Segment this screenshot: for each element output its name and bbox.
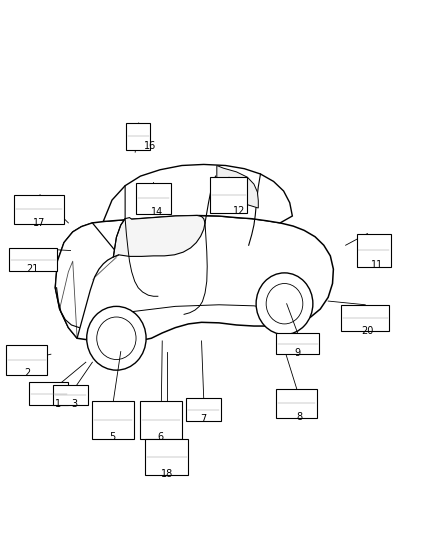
Ellipse shape: [256, 273, 313, 335]
FancyBboxPatch shape: [276, 389, 317, 418]
FancyBboxPatch shape: [127, 123, 150, 150]
Text: 2: 2: [24, 368, 30, 378]
FancyBboxPatch shape: [92, 401, 134, 439]
FancyBboxPatch shape: [276, 333, 319, 354]
Text: 1: 1: [55, 399, 61, 409]
Text: 18: 18: [160, 469, 173, 479]
Polygon shape: [55, 215, 333, 342]
FancyBboxPatch shape: [10, 248, 57, 271]
FancyBboxPatch shape: [210, 177, 247, 213]
Text: 5: 5: [109, 432, 115, 442]
Text: 9: 9: [294, 348, 300, 358]
Text: 14: 14: [151, 207, 163, 217]
Text: 11: 11: [371, 260, 383, 270]
FancyBboxPatch shape: [14, 195, 64, 224]
FancyBboxPatch shape: [6, 345, 47, 375]
Text: 7: 7: [201, 414, 207, 424]
Text: 6: 6: [158, 432, 164, 442]
FancyBboxPatch shape: [29, 382, 68, 405]
Text: 21: 21: [26, 264, 38, 274]
Polygon shape: [103, 165, 292, 223]
Ellipse shape: [87, 306, 146, 370]
Text: 20: 20: [361, 326, 374, 336]
FancyBboxPatch shape: [136, 182, 171, 214]
FancyBboxPatch shape: [145, 439, 188, 475]
FancyBboxPatch shape: [53, 384, 88, 405]
Text: 17: 17: [33, 218, 45, 228]
Text: 3: 3: [71, 399, 77, 409]
Polygon shape: [55, 223, 119, 338]
Text: 16: 16: [144, 141, 156, 151]
Polygon shape: [113, 215, 205, 257]
Text: 12: 12: [233, 206, 245, 216]
Polygon shape: [217, 165, 258, 208]
Text: 8: 8: [297, 411, 303, 422]
FancyBboxPatch shape: [357, 233, 391, 266]
FancyBboxPatch shape: [141, 401, 182, 439]
FancyBboxPatch shape: [341, 305, 389, 332]
FancyBboxPatch shape: [186, 398, 221, 421]
